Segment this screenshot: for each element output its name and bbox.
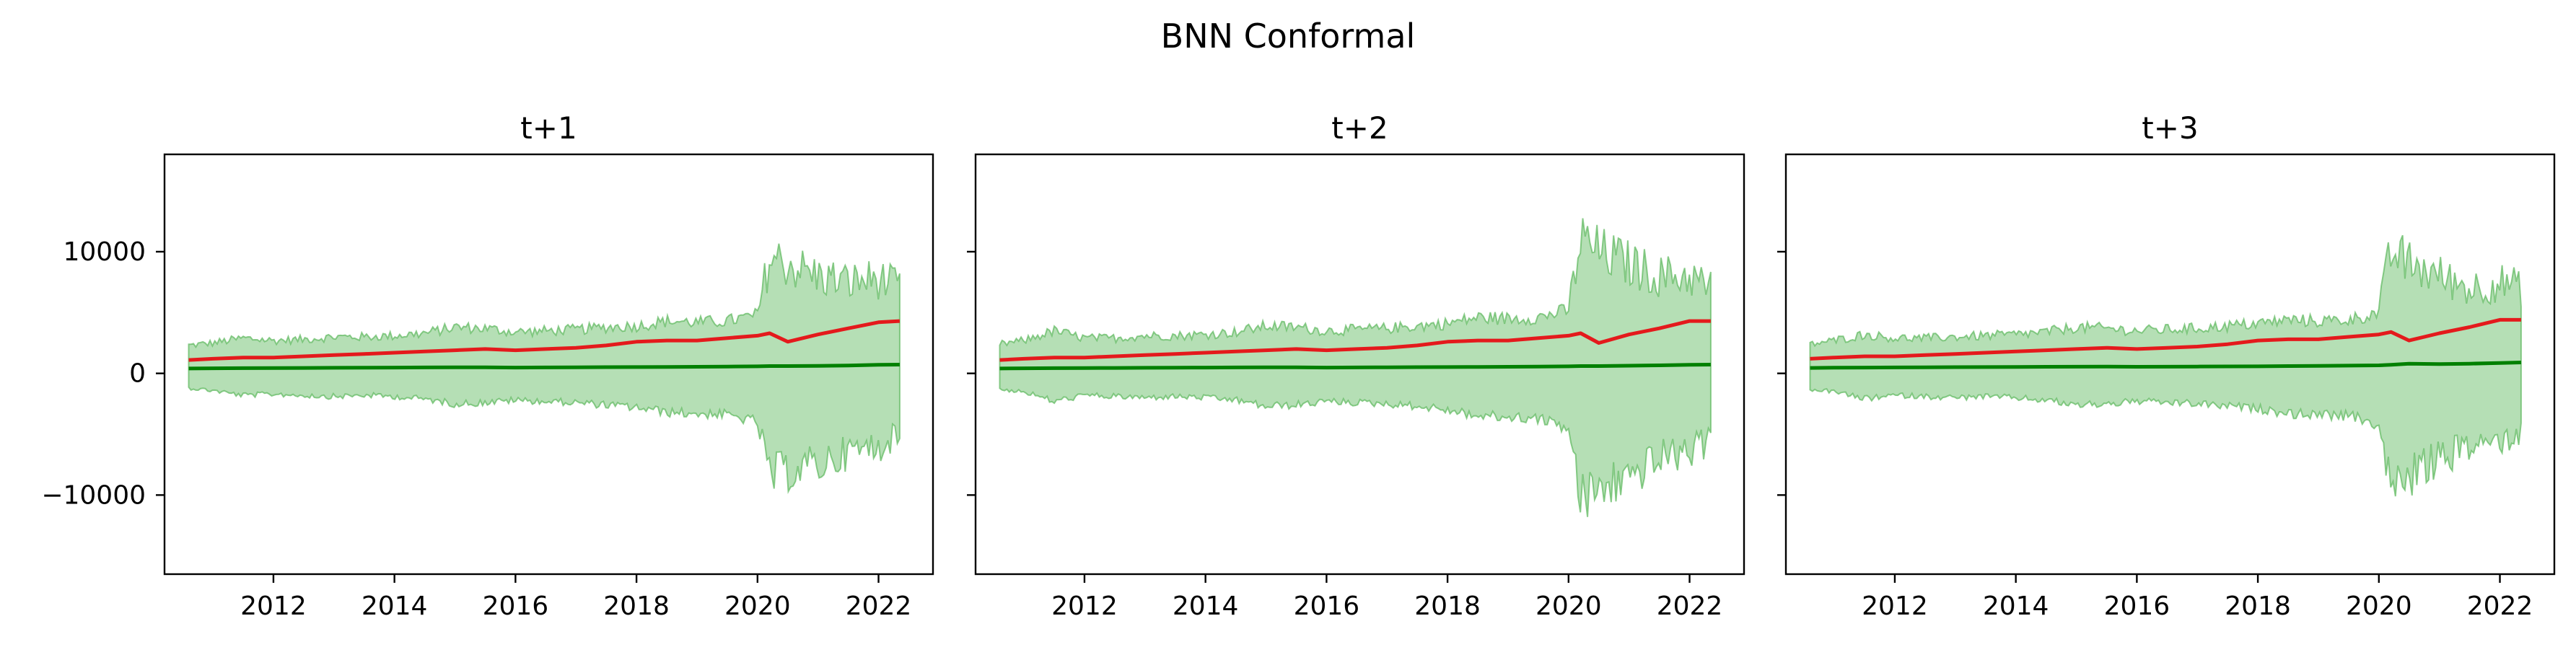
axes-frame — [163, 153, 934, 576]
x-tick-label: 2022 — [846, 591, 912, 621]
x-tick-label: 2022 — [1657, 591, 1723, 621]
x-tick-label: 2012 — [240, 591, 307, 621]
x-tick-label: 2018 — [1414, 591, 1481, 621]
x-tick-label: 2018 — [2225, 591, 2291, 621]
lower-line — [999, 363, 1711, 371]
y-tick-label: 0 — [129, 359, 146, 389]
chart-panel-2: t+2 2012 2014 2016 2018 2020 2022 — [967, 110, 1745, 621]
x-tick-label: 2020 — [1535, 591, 1602, 621]
y-tick-label: −10000 — [41, 480, 146, 510]
axes-frame — [1784, 153, 2556, 576]
y-tick-label: 10000 — [63, 237, 146, 267]
lower-line — [1810, 361, 2521, 370]
x-tick-label: 2012 — [1051, 591, 1118, 621]
panel-title: t+3 — [2142, 110, 2198, 146]
x-tick-label: 2012 — [1862, 591, 1928, 621]
x-tick-label: 2016 — [1294, 591, 1360, 621]
chart-panel-3: t+3 2012 2014 2016 2018 2020 2022 — [1777, 110, 2556, 621]
chart-panel-1: t+1 2012 2014 2016 2018 2020 2022 10000 0 −10000 — [41, 110, 934, 621]
x-tick-label: 2022 — [2467, 591, 2533, 621]
x-tick-label: 2014 — [1983, 591, 2049, 621]
lower-line — [188, 363, 900, 371]
axes-frame — [974, 153, 1745, 576]
panel-title: t+1 — [520, 110, 577, 146]
upper-line — [188, 319, 901, 362]
x-tick-label: 2016 — [483, 591, 549, 621]
x-tick-label: 2018 — [603, 591, 670, 621]
figure-title: BNN Conformal — [1161, 17, 1416, 56]
x-tick-label: 2014 — [1173, 591, 1239, 621]
upper-line — [1810, 317, 2521, 361]
x-tick-label: 2016 — [2104, 591, 2170, 621]
x-tick-label: 2014 — [362, 591, 428, 621]
panel-title: t+2 — [1331, 110, 1388, 146]
x-tick-label: 2020 — [724, 591, 791, 621]
x-tick-label: 2020 — [2346, 591, 2412, 621]
upper-line — [999, 319, 1711, 362]
